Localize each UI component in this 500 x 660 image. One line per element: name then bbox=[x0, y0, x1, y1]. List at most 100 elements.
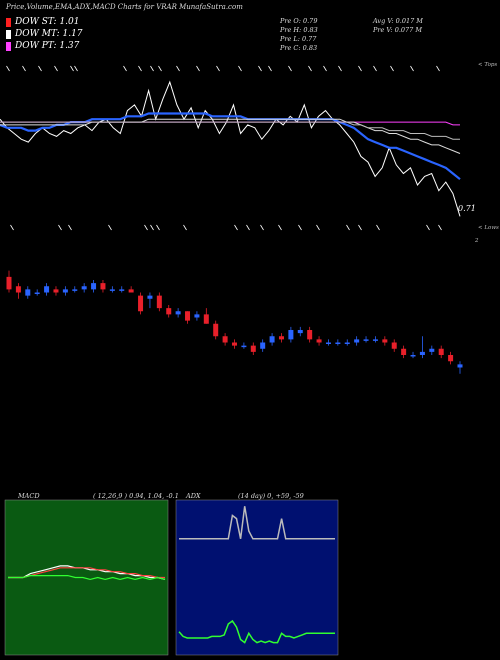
candle-body bbox=[128, 289, 134, 293]
top-tick bbox=[196, 65, 200, 72]
low-tick bbox=[58, 224, 62, 231]
candle-body bbox=[15, 286, 21, 293]
top-tick bbox=[70, 65, 74, 72]
candle-body bbox=[203, 314, 209, 324]
top-tick bbox=[238, 65, 242, 72]
top-tick bbox=[150, 65, 154, 72]
candle-body bbox=[372, 339, 378, 341]
adx-series-1 bbox=[178, 619, 335, 644]
candle-body bbox=[175, 311, 181, 315]
candle-body bbox=[213, 323, 219, 337]
avg-volume: Avg V: 0.017 M bbox=[373, 17, 423, 25]
last-price-label: 0.71 bbox=[458, 204, 476, 213]
candlesticks bbox=[6, 270, 463, 374]
low-tick bbox=[376, 224, 380, 231]
low-tick bbox=[260, 224, 264, 231]
lows-label: < Lows bbox=[478, 225, 499, 231]
low-tick bbox=[183, 224, 187, 231]
low-tick bbox=[156, 224, 160, 231]
candle-body bbox=[363, 339, 369, 341]
low-tick bbox=[346, 224, 350, 231]
adx-params: (14 day) 0, +59, -59 bbox=[238, 492, 304, 500]
top-tick bbox=[123, 65, 127, 72]
candle-body bbox=[100, 283, 106, 290]
candle-body bbox=[72, 289, 78, 291]
legend-label-dow-st: DOW ST: 1.01 bbox=[15, 17, 80, 27]
top-tick bbox=[390, 65, 394, 72]
candle-body bbox=[457, 364, 463, 368]
candle-body bbox=[448, 355, 454, 362]
candle-body bbox=[382, 339, 388, 343]
top-tick bbox=[54, 65, 58, 72]
top-tick bbox=[373, 65, 377, 72]
top-tick bbox=[410, 65, 414, 72]
price-ema-series-4 bbox=[0, 121, 460, 140]
candle-body bbox=[316, 339, 322, 343]
candle-body bbox=[119, 289, 125, 291]
top-tick bbox=[338, 65, 342, 72]
top-tick bbox=[158, 65, 162, 72]
legend-swatch-magenta bbox=[6, 41, 11, 51]
candle-body bbox=[250, 345, 256, 352]
price-ema-series-1 bbox=[0, 112, 461, 181]
candle-body bbox=[185, 311, 191, 321]
candle-body bbox=[6, 276, 12, 290]
candle-body bbox=[278, 336, 284, 340]
low-tick bbox=[10, 224, 14, 231]
candle-body bbox=[307, 330, 313, 340]
candle-body bbox=[222, 336, 228, 343]
top-tick bbox=[74, 65, 78, 72]
candle-body bbox=[138, 295, 144, 312]
price-ema-series-3 bbox=[0, 118, 461, 154]
legend-dow-mt: DOW MT: 1.17 bbox=[6, 29, 83, 39]
adx-series-0 bbox=[179, 506, 335, 540]
candle-body bbox=[53, 289, 59, 293]
top-tick bbox=[216, 65, 220, 72]
low-tick bbox=[108, 224, 112, 231]
legend-swatch-red bbox=[6, 17, 11, 27]
low-tick bbox=[234, 224, 238, 231]
chart-title: Price,Volume,EMA,ADX,MACD Charts for VRA… bbox=[6, 3, 243, 11]
candle-body bbox=[25, 289, 31, 296]
candle-body bbox=[241, 345, 247, 348]
macd-lines bbox=[8, 565, 166, 581]
low-tick bbox=[246, 224, 250, 231]
candle-body bbox=[166, 308, 172, 315]
top-tick bbox=[138, 65, 142, 72]
low-tick bbox=[144, 224, 148, 231]
candle-body bbox=[34, 292, 40, 294]
top-tick bbox=[176, 65, 180, 72]
macd-series-1 bbox=[8, 567, 165, 579]
candle-body bbox=[91, 283, 97, 290]
top-tick bbox=[308, 65, 312, 72]
top-tick bbox=[268, 65, 272, 72]
candle-body bbox=[109, 289, 115, 291]
macd-title: MACD bbox=[18, 492, 40, 500]
legend-dow-st: DOW ST: 1.01 bbox=[6, 17, 80, 27]
macd-series-2 bbox=[8, 574, 166, 581]
top-tick bbox=[6, 65, 10, 72]
candle-body bbox=[269, 336, 275, 343]
top-tick bbox=[436, 65, 440, 72]
macd-params: ( 12,26,9 ) 0.94, 1.04, -0.1 bbox=[93, 492, 179, 500]
candle-body bbox=[354, 339, 360, 343]
candle-body bbox=[391, 342, 397, 349]
candle-body bbox=[62, 289, 68, 293]
candle-body bbox=[438, 348, 444, 355]
candle-body bbox=[156, 295, 162, 309]
legend-label-dow-pt: DOW PT: 1.37 bbox=[15, 41, 80, 51]
legend-swatch-white bbox=[6, 29, 11, 39]
top-tick bbox=[358, 65, 362, 72]
legend-dow-pt: DOW PT: 1.37 bbox=[6, 41, 79, 51]
ema-lines bbox=[0, 80, 461, 217]
candle-body bbox=[194, 314, 200, 318]
top-tick bbox=[323, 65, 327, 72]
lows-ticks bbox=[10, 224, 442, 231]
candle-body bbox=[297, 330, 303, 334]
candle-body bbox=[344, 342, 350, 344]
candle-body bbox=[419, 351, 425, 355]
candle-body bbox=[288, 330, 294, 340]
low-tick bbox=[316, 224, 320, 231]
adx-lines bbox=[178, 506, 335, 644]
